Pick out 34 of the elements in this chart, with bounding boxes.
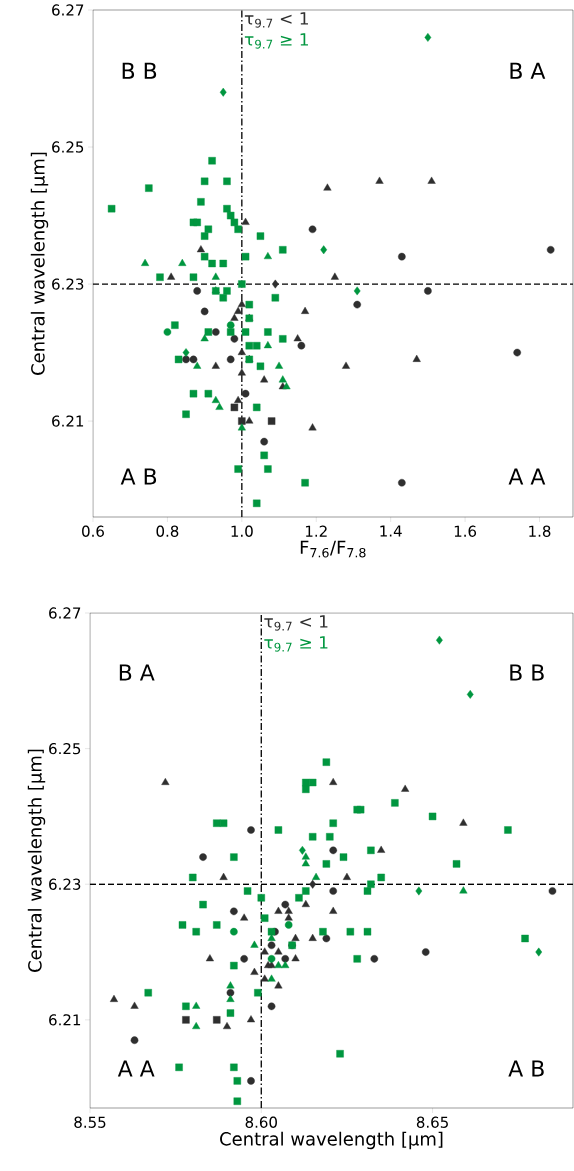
y-tick-label: 6.21 <box>52 415 84 427</box>
x-tick-label: 0.6 <box>82 525 104 537</box>
y-tick-label: 6.25 <box>49 742 81 755</box>
text: τ$_{9.7}$ ≥ 1 <box>244 33 308 49</box>
y-axis-title: Central wavelength [μm] <box>30 152 49 375</box>
x-tick-label: 1.8 <box>529 525 551 537</box>
annotation: A B <box>120 468 157 485</box>
x-tick-label: 1.0 <box>231 525 253 537</box>
x-axis-title: Central wavelength [μm] <box>220 1131 443 1150</box>
y-tick-label: 6.27 <box>52 4 84 16</box>
text: τ$_{9.7}$ ≥ 1 <box>264 636 328 652</box>
x-tick-label: 8.65 <box>416 1116 448 1128</box>
annotation: B A <box>510 62 546 79</box>
annotation: B A <box>119 664 155 681</box>
y-tick-label: 6.25 <box>52 141 84 153</box>
x-tick-label: 8.55 <box>74 1116 106 1128</box>
text: τ$_{9.7}$ < 1 <box>264 615 328 631</box>
y-tick-label: 6.23 <box>49 878 81 890</box>
x-tick-label: 1.2 <box>305 525 327 537</box>
y-tick-label: 6.21 <box>49 1014 81 1026</box>
y-axis-title: Central wavelength [μm] <box>27 749 46 972</box>
x-tick-label: 1.6 <box>454 525 477 537</box>
x-axis-title: F$_{7.6}$/F$_{7.8}$ <box>300 540 366 558</box>
y-tick-label: 6.27 <box>49 607 81 619</box>
text: τ$_{9.7}$ < 1 <box>244 12 308 28</box>
x-tick-label: 8.60 <box>245 1116 277 1128</box>
annotation: A B <box>508 1060 544 1077</box>
y-tick-label: 6.23 <box>52 278 84 290</box>
annotation: B B <box>510 664 544 681</box>
x-tick-label: 1.4 <box>380 525 402 537</box>
annotation: A A <box>117 1060 155 1077</box>
annotation: B B <box>122 62 157 79</box>
x-tick-label: 0.8 <box>156 525 179 537</box>
annotation: A A <box>508 468 546 485</box>
